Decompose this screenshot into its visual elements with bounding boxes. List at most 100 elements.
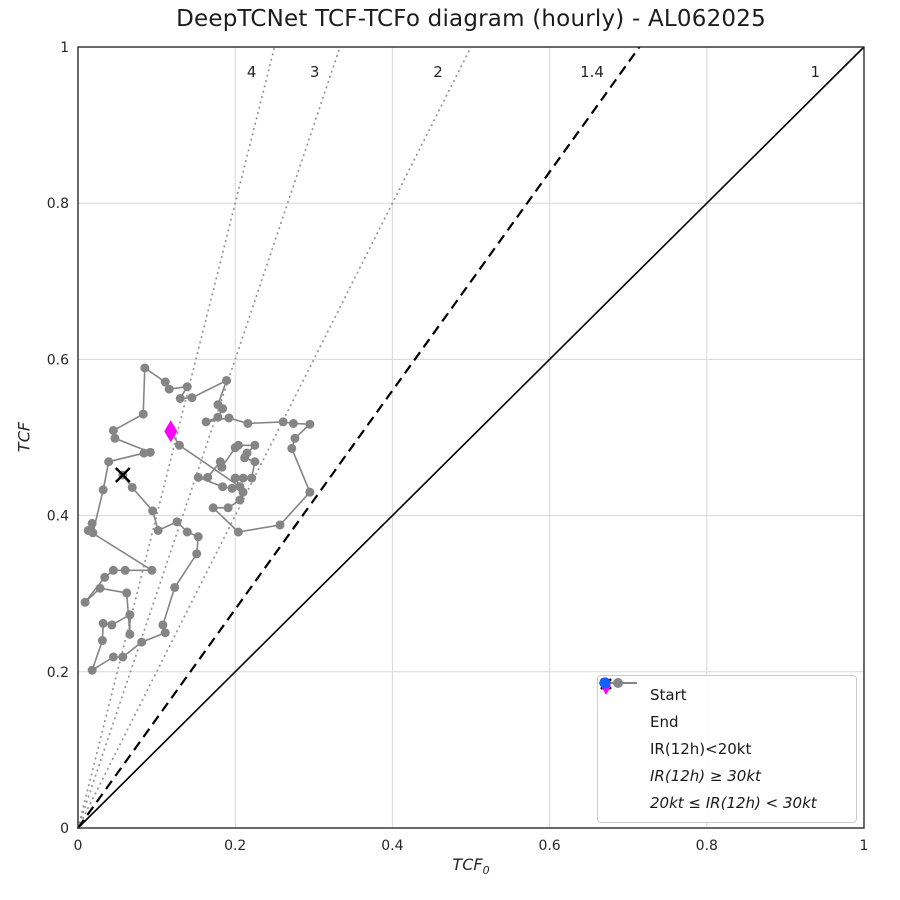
track-point (218, 404, 228, 414)
track-point (193, 472, 203, 482)
ratio-line-label: 2 (433, 63, 443, 81)
track-point (278, 417, 288, 427)
track-point (147, 565, 157, 575)
ratio-line-label: 1 (810, 63, 820, 81)
track-point (160, 377, 170, 387)
track-line (84, 366, 312, 673)
plot-border (77, 46, 865, 829)
legend-item-ir-lt20: IR(12h)<20kt (598, 678, 848, 762)
track-point (153, 525, 163, 535)
track-point (215, 457, 225, 467)
track-point (288, 418, 298, 428)
track-point (201, 417, 211, 427)
track-point (203, 472, 213, 482)
ratio-line-label: 1.4 (580, 63, 604, 81)
track-point (87, 518, 97, 528)
track-point (230, 443, 240, 453)
track-point (164, 384, 174, 394)
track-point (224, 413, 234, 423)
track-point (87, 665, 97, 675)
track-point (88, 528, 98, 538)
ratio-line-label: 3 (310, 63, 320, 81)
track-point (125, 629, 135, 639)
y-axis-label: TCF (14, 421, 34, 453)
track-point (107, 620, 117, 630)
track-point (182, 382, 192, 392)
start-marker (114, 467, 131, 483)
legend-label: End (650, 712, 679, 731)
x-tick-label: 0.8 (696, 838, 718, 854)
ratio-line-label: 4 (247, 63, 257, 81)
x-tick-label: 1 (860, 838, 869, 854)
track-point (108, 652, 118, 662)
ratio-line-2 (77, 46, 472, 829)
ratio-line-3 (77, 46, 341, 829)
ratio-line-1.4 (77, 46, 641, 829)
track-point (182, 527, 192, 537)
track-point (140, 363, 150, 373)
track-point (275, 520, 285, 530)
track-point (218, 482, 228, 492)
track-point (145, 447, 155, 457)
ratio-line-4 (77, 46, 276, 829)
legend: Start End IR(12h)<20kt IR(12h) ≥ 30kt 20… (597, 675, 857, 823)
track-point (95, 583, 105, 593)
track-point (127, 482, 137, 492)
track-point (230, 473, 240, 483)
track-point (98, 485, 108, 495)
legend-item-end: End (598, 677, 848, 735)
legend-label: IR(12h) ≥ 30kt (650, 766, 761, 785)
track-point (104, 457, 114, 467)
x-tick-label: 0.2 (224, 838, 246, 854)
x-tick-label: 0 (74, 838, 83, 854)
track-point (122, 588, 132, 598)
track-point (243, 418, 253, 428)
track-point (158, 620, 168, 630)
track-point (187, 393, 197, 403)
track-point (98, 618, 108, 628)
track-point (172, 517, 182, 527)
legend-label: Start (650, 685, 687, 704)
track-point (250, 457, 260, 467)
track-point (213, 412, 223, 422)
track-point (233, 527, 243, 537)
track-point (108, 425, 118, 435)
y-tick-label: 0.2 (47, 665, 69, 681)
track-point (235, 482, 245, 492)
track-point (290, 433, 300, 443)
track-point (193, 532, 203, 542)
track-point (238, 473, 248, 483)
track-point (192, 549, 202, 559)
track-point (242, 448, 252, 458)
chart-title: DeepTCNet TCF-TCFo diagram (hourly) - AL… (176, 6, 766, 32)
x-tick-label: 0.4 (381, 838, 403, 854)
track-point (222, 375, 232, 385)
track-point (227, 483, 237, 493)
y-tick-label: 0.4 (47, 509, 69, 525)
track-point (247, 473, 257, 483)
track-point (97, 636, 107, 646)
legend-item-ir-20to30: 20kt ≤ IR(12h) < 30kt (598, 677, 848, 816)
track-point (160, 628, 170, 638)
y-tick-label: 0.6 (47, 352, 69, 368)
ratio-line-1 (77, 46, 865, 829)
track-point (287, 443, 297, 453)
track-point (100, 572, 110, 582)
track-point (108, 565, 118, 575)
track-point (305, 487, 315, 497)
track-point (120, 565, 130, 575)
legend-item-ir-ge30: IR(12h) ≥ 30kt (598, 677, 848, 789)
legend-label: IR(12h)<20kt (650, 739, 752, 758)
y-tick-label: 0.8 (47, 196, 69, 212)
track-point (174, 440, 184, 450)
track-point (175, 393, 185, 403)
track-point (110, 433, 120, 443)
track-point (80, 597, 90, 607)
track-point (208, 503, 218, 513)
x-tick-label: 0.6 (538, 838, 560, 854)
track-point (148, 506, 158, 516)
track-point (223, 503, 233, 513)
track-point (125, 610, 135, 620)
